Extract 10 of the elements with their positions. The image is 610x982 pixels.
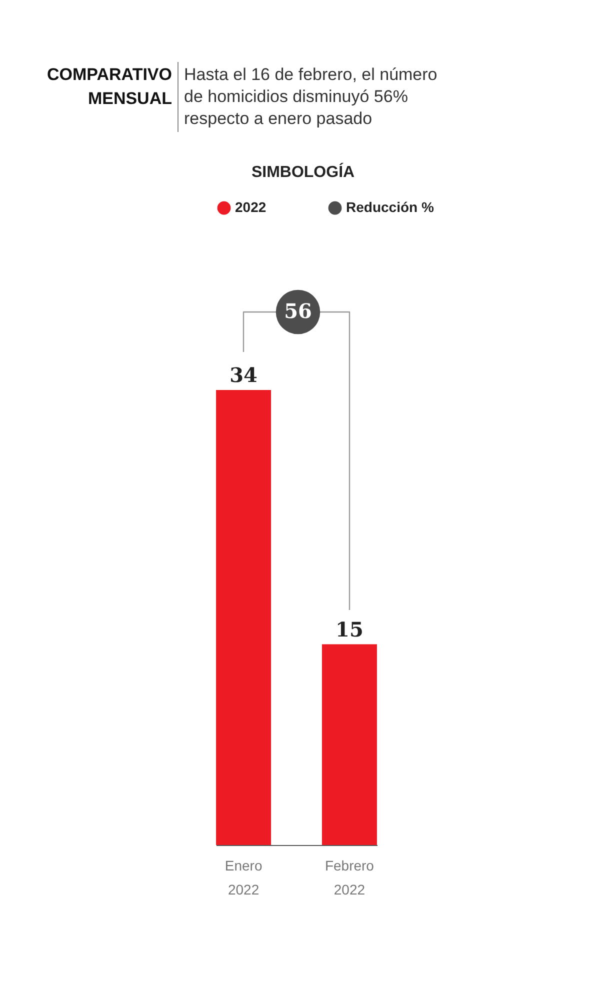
chart-title: COMPARATIVO MENSUAL bbox=[47, 65, 172, 108]
data-label: 15 bbox=[336, 617, 364, 642]
text: 56 bbox=[284, 299, 312, 323]
legend-label: Reducción % bbox=[346, 199, 434, 215]
x-tick-label: Febrero 2022 bbox=[324, 858, 374, 898]
chart-subtitle: Hasta el 16 de febrero, el número de homicidios disminuyó 56% respecto a enero pasado bbox=[184, 65, 438, 128]
legend-title: SIMBOLOGÍA bbox=[251, 162, 355, 181]
x-tick-label: Enero 2022 bbox=[224, 858, 262, 898]
legend-label: 2022 bbox=[235, 199, 266, 215]
data-label: 34 bbox=[230, 363, 258, 387]
